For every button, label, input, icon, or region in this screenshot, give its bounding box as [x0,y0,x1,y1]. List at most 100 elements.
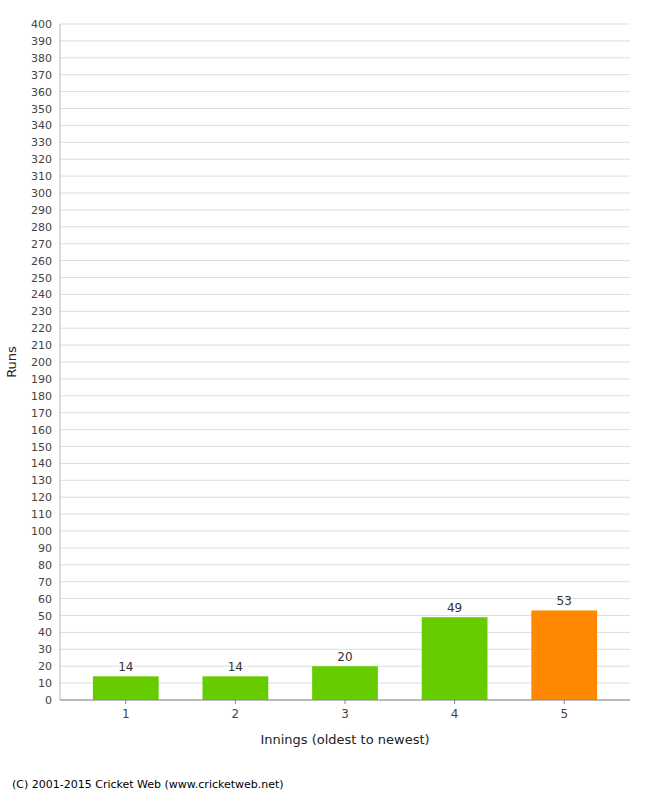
chart-svg: 0102030405060708090100110120130140150160… [0,0,650,800]
y-tick-label: 270 [31,238,52,251]
y-tick-label: 60 [38,593,52,606]
y-tick-label: 370 [31,69,52,82]
grid-line [60,142,630,143]
data-label: 20 [337,650,352,664]
data-label: 14 [228,660,243,674]
y-tick-label: 290 [31,204,52,217]
grid-line [60,125,630,126]
grid-line [60,294,630,295]
grid [60,24,630,700]
grid-line [60,243,630,244]
bar [93,676,159,700]
grid-line [60,378,630,379]
chart-container: 0102030405060708090100110120130140150160… [0,0,650,800]
grid-line [60,159,630,160]
y-tick-label: 140 [31,457,52,470]
x-tick-label: 3 [341,707,349,721]
x-tick [345,700,346,704]
grid-line [60,412,630,413]
y-tick-label: 350 [31,103,52,116]
y-tick-label: 110 [31,508,52,521]
grid-line [60,531,630,532]
grid-line [60,193,630,194]
grid-line [60,581,630,582]
grid-line [60,328,630,329]
bar [203,676,269,700]
grid-line [60,362,630,363]
y-axis: 0102030405060708090100110120130140150160… [31,18,60,707]
y-tick-label: 380 [31,52,52,65]
y-tick-label: 160 [31,424,52,437]
y-tick-label: 240 [31,288,52,301]
bar [312,666,378,700]
y-tick-label: 170 [31,407,52,420]
y-tick-label: 230 [31,305,52,318]
y-tick-label: 70 [38,576,52,589]
grid-line [60,497,630,498]
grid-line [60,260,630,261]
y-tick-label: 280 [31,221,52,234]
x-tick-label: 4 [451,707,459,721]
grid-line [60,24,630,25]
grid-line [60,547,630,548]
data-label: 53 [557,594,572,608]
grid-line [60,480,630,481]
bar [422,617,488,700]
y-tick-label: 260 [31,255,52,268]
y-tick-label: 30 [38,643,52,656]
y-tick-label: 250 [31,272,52,285]
bar [531,610,597,700]
grid-line [60,598,630,599]
y-tick-label: 200 [31,356,52,369]
grid-line [60,395,630,396]
grid-line [60,345,630,346]
y-tick-label: 190 [31,373,52,386]
y-tick-label: 20 [38,660,52,673]
y-tick-label: 330 [31,136,52,149]
y-tick-label: 180 [31,390,52,403]
data-label: 14 [118,660,133,674]
grid-line [60,226,630,227]
y-tick-label: 80 [38,559,52,572]
grid-line [60,209,630,210]
grid-line [60,108,630,109]
y-tick-label: 90 [38,542,52,555]
x-tick-label: 5 [560,707,568,721]
y-tick-label: 130 [31,474,52,487]
y-axis-label: Runs [4,346,19,378]
y-tick-label: 40 [38,626,52,639]
footer: (C) 2001-2015 Cricket Web (www.cricketwe… [12,778,284,791]
x-tick-label: 1 [122,707,130,721]
x-tick-label: 2 [232,707,240,721]
y-tick-label: 210 [31,339,52,352]
y-tick-label: 300 [31,187,52,200]
x-tick [564,700,565,704]
y-tick-label: 400 [31,18,52,31]
grid-line [60,277,630,278]
x-tick [235,700,236,704]
x-tick [125,700,126,704]
y-tick-label: 320 [31,153,52,166]
grid-line [60,74,630,75]
y-tick-label: 10 [38,677,52,690]
grid-line [60,564,630,565]
data-label: 49 [447,601,462,615]
grid-line [60,463,630,464]
bars [93,610,597,700]
y-tick-label: 390 [31,35,52,48]
y-tick-label: 310 [31,170,52,183]
grid-line [60,91,630,92]
y-tick-label: 150 [31,441,52,454]
y-tick-label: 0 [45,694,52,707]
grid-line [60,446,630,447]
x-axis: 1 2 3 4 5 [60,700,630,721]
grid-line [60,311,630,312]
grid-line [60,429,630,430]
y-axis-line [60,24,61,700]
grid-line [60,176,630,177]
y-tick-label: 120 [31,491,52,504]
y-tick-label: 220 [31,322,52,335]
x-tick [454,700,455,704]
grid-line [60,57,630,58]
y-tick-label: 340 [31,119,52,132]
